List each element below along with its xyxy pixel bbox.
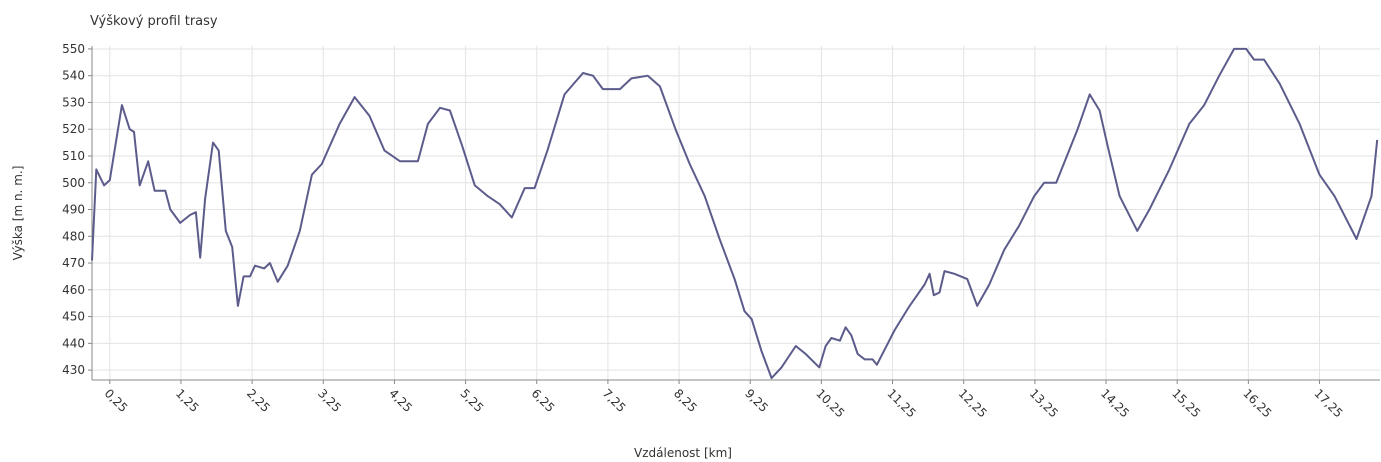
x-tick-label: 15,25 [1169,386,1203,420]
x-tick-label: 9,25 [742,386,771,415]
x-tick-label: 4,25 [386,386,415,415]
y-axis-label: Výška [m n. m.] [11,166,25,261]
y-tick-label: 430 [62,363,85,377]
x-tick-label: 11,25 [884,386,918,420]
y-tick-label: 520 [62,122,85,136]
x-tick-label: 3,25 [315,386,344,415]
x-tick-label: 10,25 [813,386,847,420]
x-tick-label: 14,25 [1098,386,1132,420]
y-tick-label: 440 [62,336,85,350]
x-tick-label: 0,25 [102,386,131,415]
y-tick-label: 470 [62,256,85,270]
y-tick-label: 510 [62,149,85,163]
x-tick-label: 5,25 [457,386,486,415]
x-tick-label: 13,25 [1027,386,1061,420]
x-tick-label: 7,25 [600,386,629,415]
y-tick-label: 530 [62,95,85,109]
x-tick-label: 16,25 [1240,386,1274,420]
x-tick-label: 12,25 [956,386,990,420]
y-tick-label: 540 [62,69,85,83]
x-tick-label: 17,25 [1311,386,1345,420]
y-tick-label: 500 [62,176,85,190]
plot-area [92,46,1380,380]
x-axis-label: Vzdálenost [km] [634,446,732,460]
y-tick-label: 490 [62,203,85,217]
x-tick-label: 1,25 [173,386,202,415]
chart-title: Výškový profil trasy [90,14,218,29]
x-tick-label: 2,25 [244,386,273,415]
elevation-line [91,47,1379,380]
x-tick-label: 6,25 [529,386,558,415]
y-tick-label: 550 [62,42,85,56]
y-tick-label: 450 [62,310,85,324]
y-tick-label: 460 [62,283,85,297]
y-tick-label: 480 [62,229,85,243]
x-tick-label: 8,25 [671,386,700,415]
